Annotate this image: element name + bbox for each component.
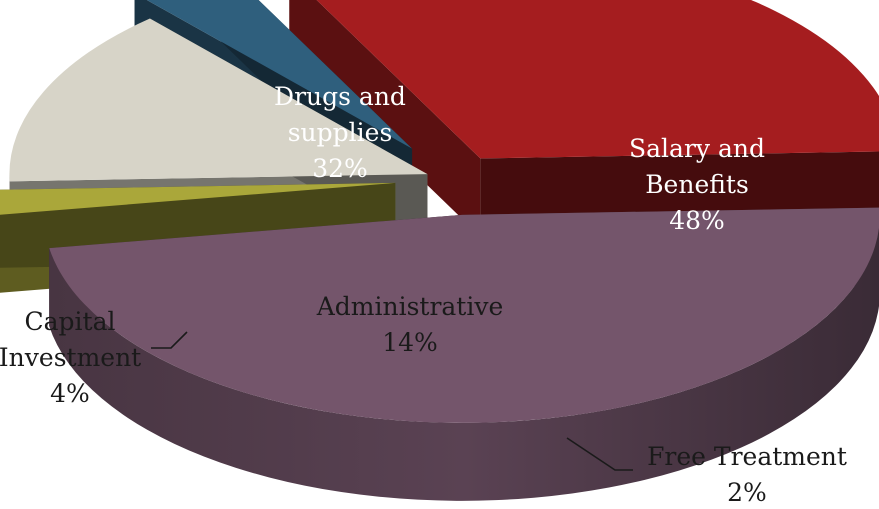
- slice-label-line: 48%: [669, 206, 725, 235]
- slice-label-line: Investment: [0, 343, 141, 372]
- leader-line-free-treatment: [566, 437, 633, 471]
- slice-label-line: Drugs and: [274, 82, 406, 111]
- slice-label-line: Free Treatment: [647, 442, 847, 471]
- slice-label-line: Salary and: [629, 134, 765, 163]
- slice-label-administrative: Administrative 14%: [316, 292, 504, 357]
- slice-label-salary-and-benefits: Salary and Benefits 48%: [629, 134, 765, 235]
- slice-label-line: 2%: [727, 478, 767, 507]
- leader-line-capital-investment: [151, 331, 188, 349]
- pie-slice-salary-and-benefits: [49, 207, 879, 501]
- slice-outer-wall: [49, 227, 879, 501]
- slice-label-line: 32%: [312, 154, 368, 183]
- slice-label-line: 4%: [50, 379, 90, 408]
- slice-labels: Salary and Benefits 48% Free Treatment 2% Adm…: [0, 82, 847, 507]
- leader-lines: [151, 331, 633, 471]
- slice-label-capital-investment: Capital Investment 4%: [0, 307, 141, 408]
- slice-top-face: [9, 18, 428, 182]
- slice-top-face: [146, 0, 413, 149]
- slice-top-face: [0, 182, 396, 215]
- slice-top-face: [49, 207, 879, 423]
- slice-label-line: 14%: [382, 328, 438, 357]
- slice-label-line: Benefits: [645, 170, 749, 199]
- slice-top-face: [316, 0, 879, 159]
- slice-label-line: Capital: [25, 307, 116, 336]
- slice-label-line: supplies: [288, 118, 393, 147]
- slice-label-free-treatment: Free Treatment 2%: [647, 442, 847, 507]
- slice-side-wall: [289, 0, 481, 237]
- slice-label-line: Administrative: [316, 292, 504, 321]
- slice-label-drugs-and-supplies: Drugs and supplies 32%: [274, 82, 406, 183]
